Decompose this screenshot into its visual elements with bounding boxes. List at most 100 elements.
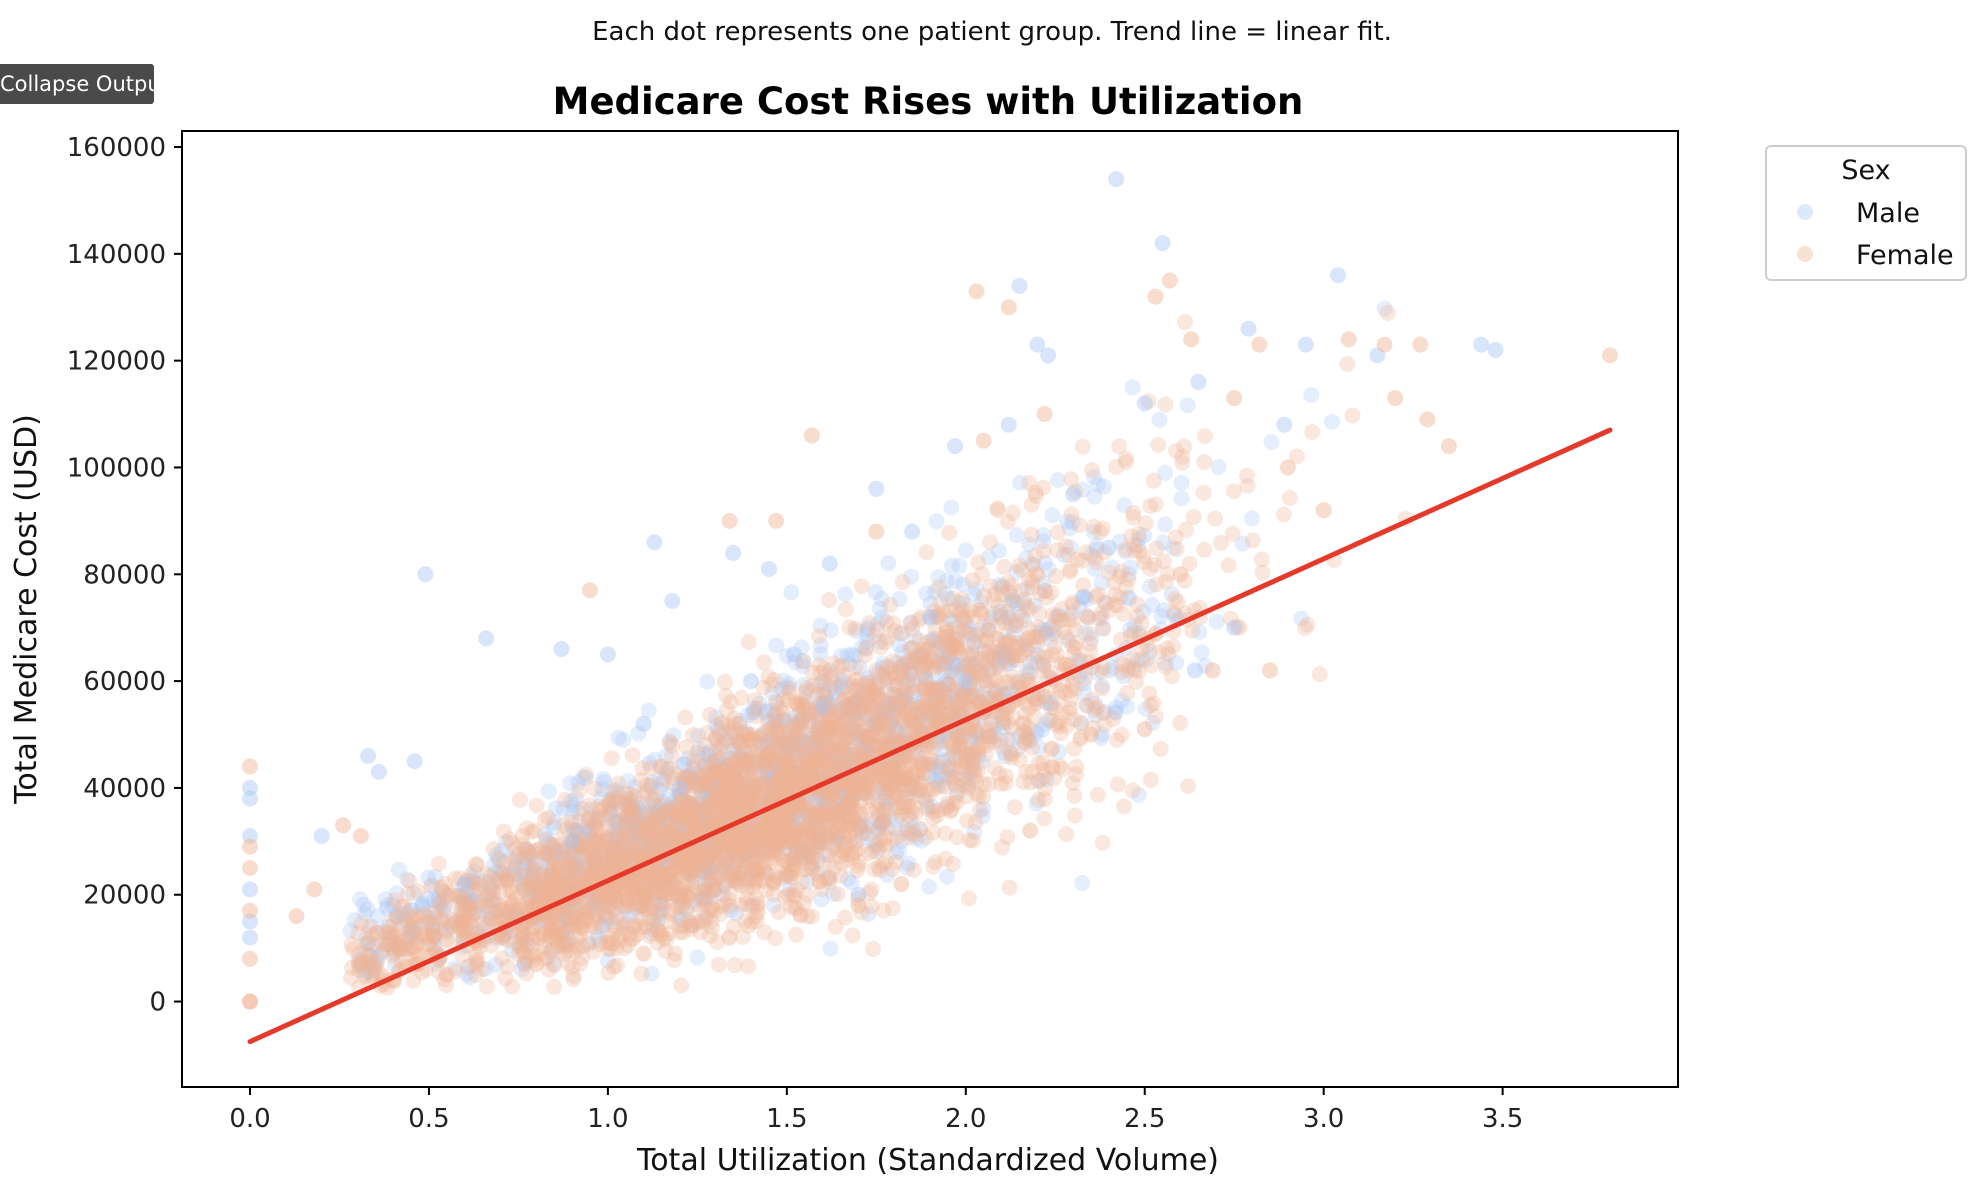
scatter-point-male <box>706 837 723 854</box>
scatter-point-male <box>994 578 1011 595</box>
scatter-point-female <box>807 836 824 853</box>
scatter-point-male <box>559 936 576 953</box>
scatter-point-male <box>793 848 810 865</box>
scatter-point-female <box>770 722 787 739</box>
scatter-point-male <box>578 821 595 838</box>
scatter-point-male <box>1018 550 1035 567</box>
scatter-point-female <box>777 889 794 906</box>
scatter-point-male <box>768 713 785 730</box>
scatter-point-male <box>685 813 702 830</box>
scatter-point-female <box>1085 518 1102 535</box>
scatter-point-female <box>812 836 829 853</box>
scatter-point-male <box>716 805 733 822</box>
scatter-point-male <box>881 737 898 754</box>
scatter-point-female <box>650 922 667 939</box>
scatter-point-female <box>1035 542 1052 559</box>
scatter-point-female <box>486 891 503 908</box>
scatter-point-male <box>1130 786 1147 803</box>
scatter-point-female <box>573 918 590 935</box>
scatter-point-male <box>825 831 842 848</box>
scatter-point-male <box>803 759 820 776</box>
scatter-point-male <box>487 864 504 881</box>
scatter-point-male <box>774 734 791 751</box>
scatter-point-male <box>725 806 742 823</box>
scatter-point-female <box>788 926 805 943</box>
scatter-point-male <box>828 795 845 812</box>
scatter-point-male <box>987 660 1004 677</box>
scatter-point-male <box>359 901 376 918</box>
scatter-point-male <box>729 839 746 856</box>
scatter-point-female <box>860 776 877 793</box>
scatter-point-female <box>406 907 423 924</box>
scatter-point-male <box>877 670 894 687</box>
scatter-point-female <box>873 814 890 831</box>
scatter-point-male <box>896 730 913 747</box>
collapse-output-tooltip[interactable]: Collapse Output <box>0 64 154 104</box>
scatter-point-male <box>852 816 869 833</box>
scatter-point-male <box>758 702 775 719</box>
scatter-point-female <box>928 679 945 696</box>
scatter-point-male <box>961 620 978 637</box>
scatter-point-female <box>406 917 423 934</box>
scatter-point-male <box>885 676 902 693</box>
scatter-point-female <box>585 943 602 960</box>
scatter-point-female <box>849 691 866 708</box>
scatter-point-male <box>652 876 669 893</box>
scatter-point-male <box>629 895 646 912</box>
scatter-point-female <box>985 649 1002 666</box>
scatter-point-female <box>1082 635 1099 652</box>
scatter-point-male <box>704 855 721 872</box>
scatter-point-female <box>876 665 893 682</box>
scatter-point-male <box>943 770 960 787</box>
scatter-point-female <box>1379 304 1396 321</box>
scatter-point-male <box>698 861 715 878</box>
scatter-point-female <box>900 718 917 735</box>
scatter-point-male <box>430 889 447 906</box>
scatter-point-female <box>925 653 942 670</box>
scatter-point-male <box>634 834 651 851</box>
scatter-point-male <box>1153 608 1170 625</box>
scatter-point-male <box>902 665 919 682</box>
scatter-point-female <box>838 737 855 754</box>
scatter-point-male <box>782 810 799 827</box>
scatter-point-male <box>961 675 978 692</box>
scatter-point-female <box>775 704 792 721</box>
scatter-point-male <box>715 843 732 860</box>
scatter-point-male <box>681 809 698 826</box>
scatter-point-female <box>713 898 730 915</box>
scatter-point-female <box>1220 557 1237 574</box>
scatter-point-female <box>788 756 805 773</box>
scatter-point-female <box>802 832 819 849</box>
scatter-point-female <box>677 709 694 726</box>
scatter-point-male <box>1035 533 1052 550</box>
scatter-point-female <box>608 908 625 925</box>
scatter-point-male <box>650 803 667 820</box>
scatter-point-male <box>723 902 740 919</box>
scatter-point-female <box>1017 706 1034 723</box>
scatter-point-male <box>685 867 702 884</box>
scatter-point-male <box>645 916 662 933</box>
scatter-point-male <box>1126 616 1143 633</box>
scatter-point-male <box>806 807 823 824</box>
scatter-point-male <box>542 943 559 960</box>
scatter-point-male <box>685 766 702 783</box>
scatter-point-male <box>1293 610 1310 627</box>
scatter-point-female <box>793 850 810 867</box>
scatter-point-female <box>865 941 882 958</box>
scatter-point-male <box>594 780 611 797</box>
scatter-point-male <box>575 857 592 874</box>
scatter-point-male <box>785 746 802 763</box>
scatter-point-female <box>1066 787 1083 804</box>
scatter-point-male <box>623 812 640 829</box>
scatter-point-female <box>527 856 544 873</box>
scatter-point-male <box>994 719 1011 736</box>
scatter-point-male <box>916 666 933 683</box>
scatter-point-male <box>727 780 744 797</box>
scatter-point-male <box>955 662 972 679</box>
scatter-point-male <box>939 868 956 885</box>
scatter-point-male <box>812 617 829 634</box>
scatter-point-male <box>876 739 893 756</box>
scatter-point-male <box>663 853 680 870</box>
scatter-point-female <box>857 707 874 724</box>
scatter-point-male <box>871 633 888 650</box>
